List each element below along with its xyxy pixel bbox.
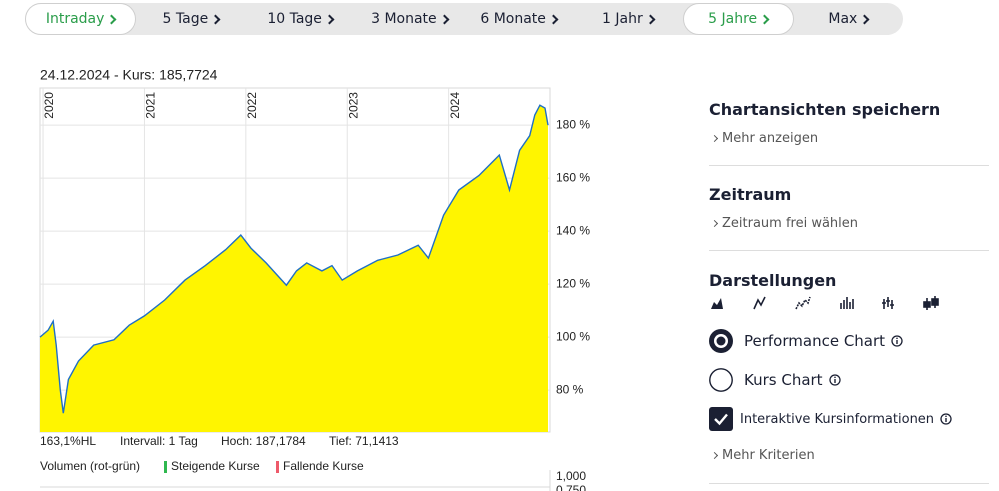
checkmark bbox=[714, 413, 728, 426]
icon-dots[interactable] bbox=[795, 296, 811, 310]
area bbox=[40, 105, 548, 432]
stat: 163,1%HL bbox=[40, 434, 96, 448]
range-tab[interactable]: 1 Jahr bbox=[573, 3, 682, 35]
tab-label: 5 Jahre bbox=[708, 11, 758, 27]
y-tick-label: 80 % bbox=[556, 382, 584, 396]
tab-label: 1 Jahr bbox=[602, 11, 643, 27]
x-tick-label: 2023 bbox=[346, 92, 360, 119]
tab-label: 3 Monate bbox=[371, 11, 437, 27]
link-text: Mehr anzeigen bbox=[722, 131, 819, 146]
section-title: Zeitraum bbox=[709, 185, 792, 204]
range-tabs: Intraday 5 Tage 10 Tage 3 Monate 6 Monate 1 J… bbox=[25, 3, 903, 35]
separator bbox=[709, 250, 989, 251]
range-tab[interactable]: 3 Monate bbox=[355, 3, 464, 35]
link-text: Zeitraum frei wählen bbox=[722, 216, 859, 231]
radio-dot bbox=[716, 336, 726, 346]
info-dot bbox=[945, 415, 947, 418]
link[interactable]: Mehr Kriterien bbox=[710, 448, 815, 463]
y-tick-label: 140 % bbox=[556, 223, 590, 237]
tab-label: 5 Tage bbox=[162, 11, 209, 27]
line bbox=[39, 104, 549, 414]
icon-line[interactable] bbox=[753, 296, 766, 310]
icon-bars[interactable] bbox=[882, 297, 894, 309]
volume-tick-label: 1,000 bbox=[556, 469, 586, 483]
separator bbox=[709, 483, 989, 484]
info-circle bbox=[891, 335, 903, 347]
tab-label: 6 Monate bbox=[480, 11, 546, 27]
checkbox-label: Interaktive Kursinformationen bbox=[740, 411, 935, 427]
info-circle bbox=[940, 413, 952, 425]
link[interactable]: Zeitraum frei wählen bbox=[710, 216, 859, 231]
x-tick-label: 2024 bbox=[448, 92, 462, 119]
info-dot bbox=[896, 337, 898, 340]
y-tick-label: 100 % bbox=[556, 329, 590, 343]
range-tab[interactable]: 6 Monate bbox=[464, 3, 573, 35]
option-label: Kurs Chart bbox=[744, 371, 823, 389]
info-dot bbox=[833, 376, 836, 379]
radio bbox=[709, 368, 733, 392]
tab-label: Intraday bbox=[45, 11, 105, 27]
range-tab[interactable]: 10 Tage bbox=[246, 3, 355, 35]
stat: Intervall: 1 Tag bbox=[120, 434, 198, 448]
icon-area[interactable] bbox=[711, 298, 723, 309]
info-icon bbox=[828, 374, 841, 386]
y-tick-label: 160 % bbox=[556, 170, 590, 184]
icon-ohlc[interactable] bbox=[840, 297, 854, 309]
x-tick-label: 2022 bbox=[245, 92, 259, 119]
tab-label: 10 Tage bbox=[267, 11, 322, 27]
chart-style-icons bbox=[711, 296, 939, 310]
chevron bbox=[759, 14, 770, 24]
legend-swatch bbox=[164, 461, 167, 473]
info-circle bbox=[828, 374, 841, 386]
legend-label: Steigende Kurse bbox=[171, 459, 260, 473]
checkbox-option[interactable]: Interaktive Kursinformationen bbox=[709, 407, 952, 431]
range-tab[interactable]: Intraday bbox=[25, 3, 137, 35]
checkbox-box bbox=[709, 407, 733, 431]
icon-candle bbox=[923, 301, 931, 308]
radio-option[interactable]: Performance Chart bbox=[709, 329, 903, 353]
chevron bbox=[859, 14, 870, 24]
radio-outer bbox=[709, 368, 733, 392]
chart: 24.12.2024 - Kurs: 185,7724 80 % 100 % 120… bbox=[39, 67, 590, 491]
range-tab[interactable]: 5 Tage bbox=[136, 3, 245, 35]
option-label: Performance Chart bbox=[744, 332, 886, 350]
checkbox bbox=[709, 407, 733, 431]
icon-candle bbox=[931, 298, 939, 306]
radio bbox=[709, 329, 733, 353]
tab-label: Max bbox=[828, 11, 858, 27]
link-text: Mehr Kriterien bbox=[722, 448, 815, 463]
volume-label: Volumen (rot-grün) bbox=[40, 459, 140, 473]
x-tick-label: 2020 bbox=[42, 92, 56, 119]
stat: Tief: 71,1413 bbox=[329, 434, 399, 448]
stat: Hoch: 187,1784 bbox=[221, 434, 306, 448]
chevron bbox=[645, 14, 656, 24]
legend-swatch bbox=[276, 461, 279, 473]
y-tick-label: 120 % bbox=[556, 276, 590, 290]
x-tick-label: 2021 bbox=[144, 92, 158, 119]
info-icon bbox=[891, 335, 903, 347]
radio-option[interactable]: Kurs Chart bbox=[709, 368, 841, 392]
range-tab[interactable]: Max bbox=[794, 3, 903, 35]
chart-title: 24.12.2024 - Kurs: 185,7724 bbox=[40, 67, 218, 83]
section-title: Chartansichten speichern bbox=[709, 100, 941, 119]
section-title: Darstellungen bbox=[709, 271, 837, 290]
link[interactable]: Mehr anzeigen bbox=[710, 131, 819, 146]
volume-tick-label: 0,750 bbox=[556, 483, 586, 491]
range-tab[interactable]: 5 Jahre bbox=[682, 3, 794, 35]
info-icon bbox=[940, 413, 952, 425]
separator bbox=[709, 165, 989, 166]
legend-label: Fallende Kurse bbox=[283, 459, 364, 473]
y-tick-label: 180 % bbox=[556, 117, 590, 131]
